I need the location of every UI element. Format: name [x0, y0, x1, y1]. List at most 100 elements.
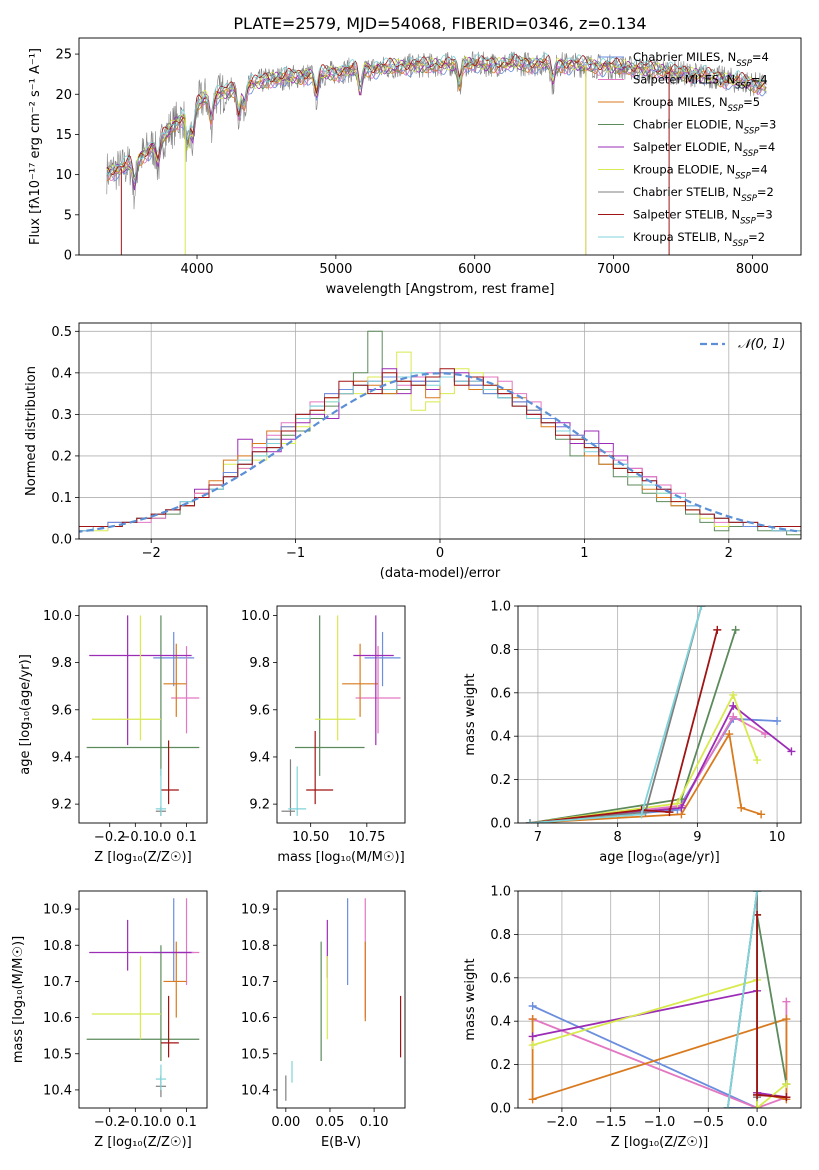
legend-entry: Chabrier ELODIE, NSSP=3: [633, 118, 776, 137]
y-tick-label: 10.9: [241, 903, 270, 918]
legend: Chabrier MILES, NSSP=4 Salpeter MILES, NS…: [598, 50, 776, 249]
y-tick-label: 10.8: [43, 939, 72, 954]
plus-marker: [637, 810, 646, 819]
y-axis-label: mass weight: [463, 673, 478, 755]
y-tick-label: 15: [55, 128, 72, 143]
normal-curve: [79, 372, 801, 533]
y-tick-label: 9.8: [51, 656, 72, 671]
line-kroupa-stelib: [525, 606, 706, 823]
x-tick-label: 0.0: [151, 1115, 172, 1130]
plus-marker: [665, 808, 674, 817]
model-spectrum-kroupa-miles: [106, 58, 767, 188]
axes-frame: [517, 890, 802, 1109]
x-tick-label: 0.1: [176, 830, 197, 845]
panel-spectrum: 4000 5000 6000 7000 8000 0 5 10 15 20 25 wavelength…: [28, 14, 776, 297]
errorbar-kroupa-elodie: [91, 956, 161, 1040]
legend-entry: Salpeter STELIB, NSSP=3: [633, 208, 773, 227]
y-tick-label: 0.0: [51, 533, 72, 548]
plus-marker: [753, 1090, 762, 1099]
plus-marker: [725, 730, 734, 739]
x-tick-label: 0: [436, 546, 444, 561]
x-tick-label: 0.0: [747, 1115, 768, 1130]
x-axis-label: (data-model)/error: [380, 566, 501, 581]
plus-marker: [737, 803, 746, 812]
y-axis-label: Normed distribution: [24, 366, 39, 496]
plot-area: [86, 898, 200, 1098]
x-axis-label: wavelength [Angstrom, rest frame]: [326, 282, 555, 297]
errorbar-chabrier-elodie: [294, 615, 365, 776]
plus-marker: [731, 625, 740, 634]
plot-area: [525, 606, 796, 823]
y-tick-label: 0.2: [490, 773, 511, 788]
y-tick-label: 20: [55, 88, 72, 103]
panel-mass-weight-vs-age: 7 8 9 10 0.0 0.2 0.4 0.6 0.8 1.0 age [log₁₀(age/yr…: [463, 600, 801, 865]
y-tick-label: 10.8: [241, 939, 270, 954]
y-tick-label: 10.9: [43, 903, 72, 918]
errorbar-salpeter-miles: [355, 646, 401, 734]
x-tick-label: −2: [142, 546, 161, 561]
x-axis-label: mass [log₁₀(M/M☉)]: [277, 850, 404, 865]
y-tick-label: 0: [64, 249, 72, 264]
y-tick-label: 25: [55, 48, 72, 63]
axes-frame: [78, 890, 208, 1109]
histogram-salpeter-stelib: [79, 368, 801, 539]
x-tick-label: −0.5: [693, 1115, 725, 1130]
errorbar-kroupa-elodie: [315, 615, 356, 741]
series-line: [529, 629, 719, 823]
y-tick-label: 1.0: [490, 885, 511, 900]
series-line: [756, 914, 787, 1099]
panel-mass-vs-EBV: 0.00 0.05 0.10 10.4 10.5 10.6 10.7 10.8 10.9 E(B-…: [241, 898, 402, 1150]
legend-entry: Chabrier STELIB, NSSP=2: [633, 185, 774, 204]
x-tick-label: 6000: [458, 262, 491, 277]
y-axis-label: mass weight: [463, 958, 478, 1040]
legend-entry: Kroupa MILES, NSSP=5: [633, 95, 760, 114]
axes-frame: [276, 605, 406, 824]
plot-area: [86, 615, 200, 816]
data-spectrum-line: [106, 51, 767, 210]
model-spectrum-kroupa-stelib: [106, 52, 767, 183]
x-tick-label: −1.5: [595, 1115, 627, 1130]
errorbar-chabrier-miles: [364, 631, 401, 687]
y-tick-label: 10.4: [43, 1083, 72, 1098]
x-tick-label: −2.0: [546, 1115, 578, 1130]
y-tick-label: 10.0: [241, 609, 270, 624]
y-tick-label: 0.1: [51, 491, 72, 506]
y-tick-label: 0.5: [51, 325, 72, 340]
axes-frame: [78, 322, 802, 540]
y-tick-label: 0.6: [490, 686, 511, 701]
x-axis-label: age [log₁₀(age/yr)]: [599, 850, 720, 865]
errorbar-kroupa-elodie: [91, 615, 161, 741]
x-axis-label: Z [log₁₀(Z/Z☉)]: [94, 850, 191, 865]
x-tick-label: −1.0: [644, 1115, 676, 1130]
legend: 𝒩(0, 1): [700, 337, 785, 352]
x-tick-label: −0.2: [94, 1115, 126, 1130]
plus-marker: [773, 717, 782, 726]
series-line: [532, 891, 758, 1108]
y-tick-label: 10.5: [241, 1047, 270, 1062]
series-line: [756, 914, 788, 1108]
errorbar-kroupa-miles: [163, 643, 187, 717]
x-tick-label: 7: [534, 830, 542, 845]
errorbar-salpeter-miles: [171, 646, 200, 734]
x-tick-label: 10.75: [348, 830, 385, 845]
x-axis-label: E(B-V): [321, 1135, 361, 1150]
x-tick-label: −0.1: [120, 830, 152, 845]
x-tick-label: 0.1: [176, 1115, 197, 1130]
y-tick-label: 1.0: [490, 600, 511, 615]
axes-frame: [517, 605, 802, 824]
plus-marker: [528, 1032, 537, 1041]
y-tick-label: 9.6: [249, 703, 270, 718]
errorbar-salpeter-stelib: [306, 731, 334, 805]
plus-marker: [753, 1104, 762, 1108]
panel-mass-weight-vs-Z: −2.0 −1.5 −1.0 −0.5 0.0 0.0 0.2 0.4 0.6 0.8 1.0 Z […: [463, 885, 801, 1150]
errorbar-chabrier-miles: [153, 898, 195, 982]
y-tick-label: 9.4: [51, 750, 72, 765]
axes-frame: [78, 37, 802, 256]
y-tick-label: 9.2: [51, 798, 72, 813]
errorbar-salpeter-elodie: [353, 615, 394, 746]
legend-entry: Salpeter ELODIE, NSSP=4: [633, 140, 775, 159]
errorbar-salpeter-miles: [171, 898, 200, 986]
y-tick-label: 10.6: [43, 1011, 72, 1026]
plus-marker: [729, 690, 738, 699]
